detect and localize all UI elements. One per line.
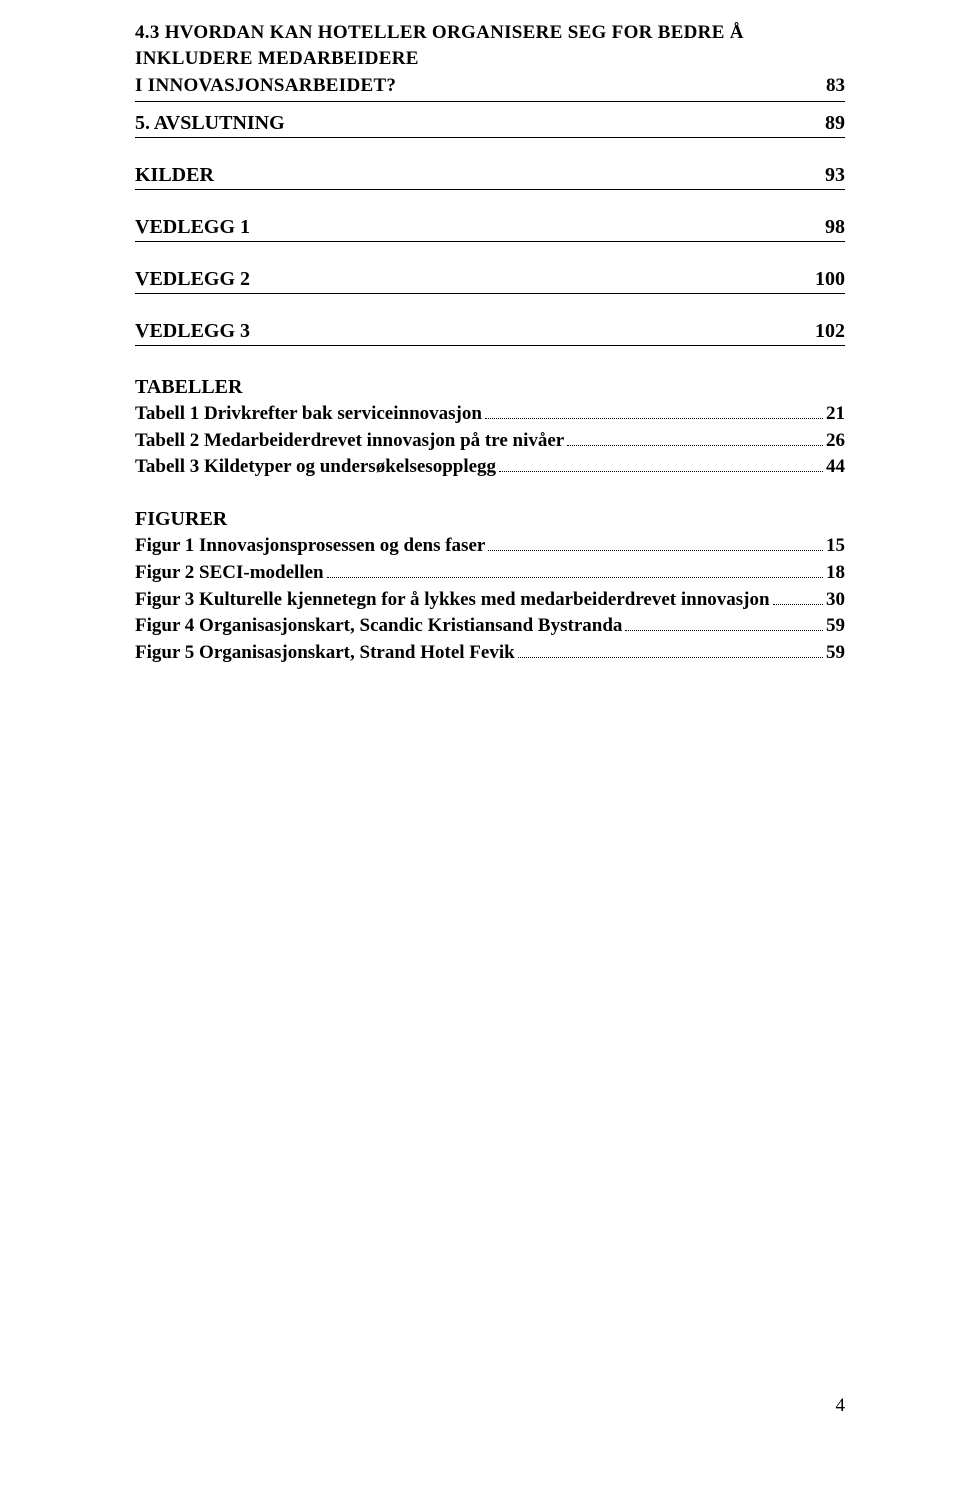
toc-heading-avslutning: 5. AVSLUTNING 89	[135, 112, 845, 138]
tabeller-row: Tabell 2 Medarbeiderdrevet innovasjon på…	[135, 428, 845, 454]
toc-entry-4-3-page: 83	[826, 73, 845, 99]
leader-dots	[567, 428, 823, 446]
page-number-footer: 4	[836, 1395, 846, 1417]
toc-entry-4-3-line1-text: 4.3 HVORDAN KAN HOTELLER ORGANISERE SEG …	[135, 20, 845, 71]
section-title-tabeller: TABELLER	[135, 376, 845, 399]
tabeller-page: 26	[826, 428, 845, 454]
toc-heading-page: 98	[825, 216, 845, 239]
tabeller-row: Tabell 3 Kildetyper og undersøkelsesoppl…	[135, 454, 845, 480]
toc-heading-page: 93	[825, 164, 845, 187]
toc-heading-page: 100	[815, 268, 845, 291]
leader-dots	[485, 401, 823, 419]
toc-entry-4-3: 4.3 HVORDAN KAN HOTELLER ORGANISERE SEG …	[135, 20, 845, 102]
tabeller-label: Tabell 3 Kildetyper og undersøkelsesoppl…	[135, 454, 496, 480]
toc-entry-4-3-line1: 4.3 HVORDAN KAN HOTELLER ORGANISERE SEG …	[135, 20, 845, 71]
figurer-row: Figur 1 Innovasjonsprosessen og dens fas…	[135, 533, 845, 559]
toc-heading-vedlegg-3: VEDLEGG 3 102	[135, 320, 845, 346]
leader-dots	[327, 560, 823, 578]
leader-dots	[499, 454, 823, 472]
toc-heading-vedlegg-2: VEDLEGG 2 100	[135, 268, 845, 294]
toc-entry-4-3-line2: I INNOVASJONSARBEIDET? 83	[135, 73, 845, 102]
toc-heading-label: KILDER	[135, 164, 214, 187]
toc-heading-page: 89	[825, 112, 845, 135]
figurer-label: Figur 3 Kulturelle kjennetegn for å lykk…	[135, 587, 770, 613]
section-title-figurer: FIGURER	[135, 508, 845, 531]
tabeller-page: 21	[826, 401, 845, 427]
toc-heading-page: 102	[815, 320, 845, 343]
toc-heading-label: VEDLEGG 1	[135, 216, 250, 239]
figurer-page: 59	[826, 640, 845, 666]
figurer-row: Figur 5 Organisasjonskart, Strand Hotel …	[135, 640, 845, 666]
toc-entry-4-3-line2-text: I INNOVASJONSARBEIDET?	[135, 73, 396, 99]
tabeller-page: 44	[826, 454, 845, 480]
toc-heading-vedlegg-1: VEDLEGG 1 98	[135, 216, 845, 242]
figurer-page: 15	[826, 533, 845, 559]
figurer-label: Figur 1 Innovasjonsprosessen og dens fas…	[135, 533, 485, 559]
tabeller-row: Tabell 1 Drivkrefter bak serviceinnovasj…	[135, 401, 845, 427]
page: 4.3 HVORDAN KAN HOTELLER ORGANISERE SEG …	[0, 0, 960, 1495]
tabeller-label: Tabell 1 Drivkrefter bak serviceinnovasj…	[135, 401, 482, 427]
toc-heading-label: VEDLEGG 3	[135, 320, 250, 343]
figurer-page: 18	[826, 560, 845, 586]
leader-dots	[625, 613, 823, 631]
leader-dots	[773, 587, 823, 605]
figurer-page: 59	[826, 613, 845, 639]
figurer-label: Figur 4 Organisasjonskart, Scandic Krist…	[135, 613, 622, 639]
figurer-row: Figur 4 Organisasjonskart, Scandic Krist…	[135, 613, 845, 639]
figurer-row: Figur 2 SECI-modellen 18	[135, 560, 845, 586]
leader-dots	[518, 640, 823, 658]
toc-heading-label: 5. AVSLUTNING	[135, 112, 285, 135]
figurer-label: Figur 5 Organisasjonskart, Strand Hotel …	[135, 640, 515, 666]
figurer-label: Figur 2 SECI-modellen	[135, 560, 324, 586]
figurer-page: 30	[826, 587, 845, 613]
leader-dots	[488, 533, 823, 551]
tabeller-label: Tabell 2 Medarbeiderdrevet innovasjon på…	[135, 428, 564, 454]
toc-heading-label: VEDLEGG 2	[135, 268, 250, 291]
toc-heading-kilder: KILDER 93	[135, 164, 845, 190]
figurer-row: Figur 3 Kulturelle kjennetegn for å lykk…	[135, 587, 845, 613]
